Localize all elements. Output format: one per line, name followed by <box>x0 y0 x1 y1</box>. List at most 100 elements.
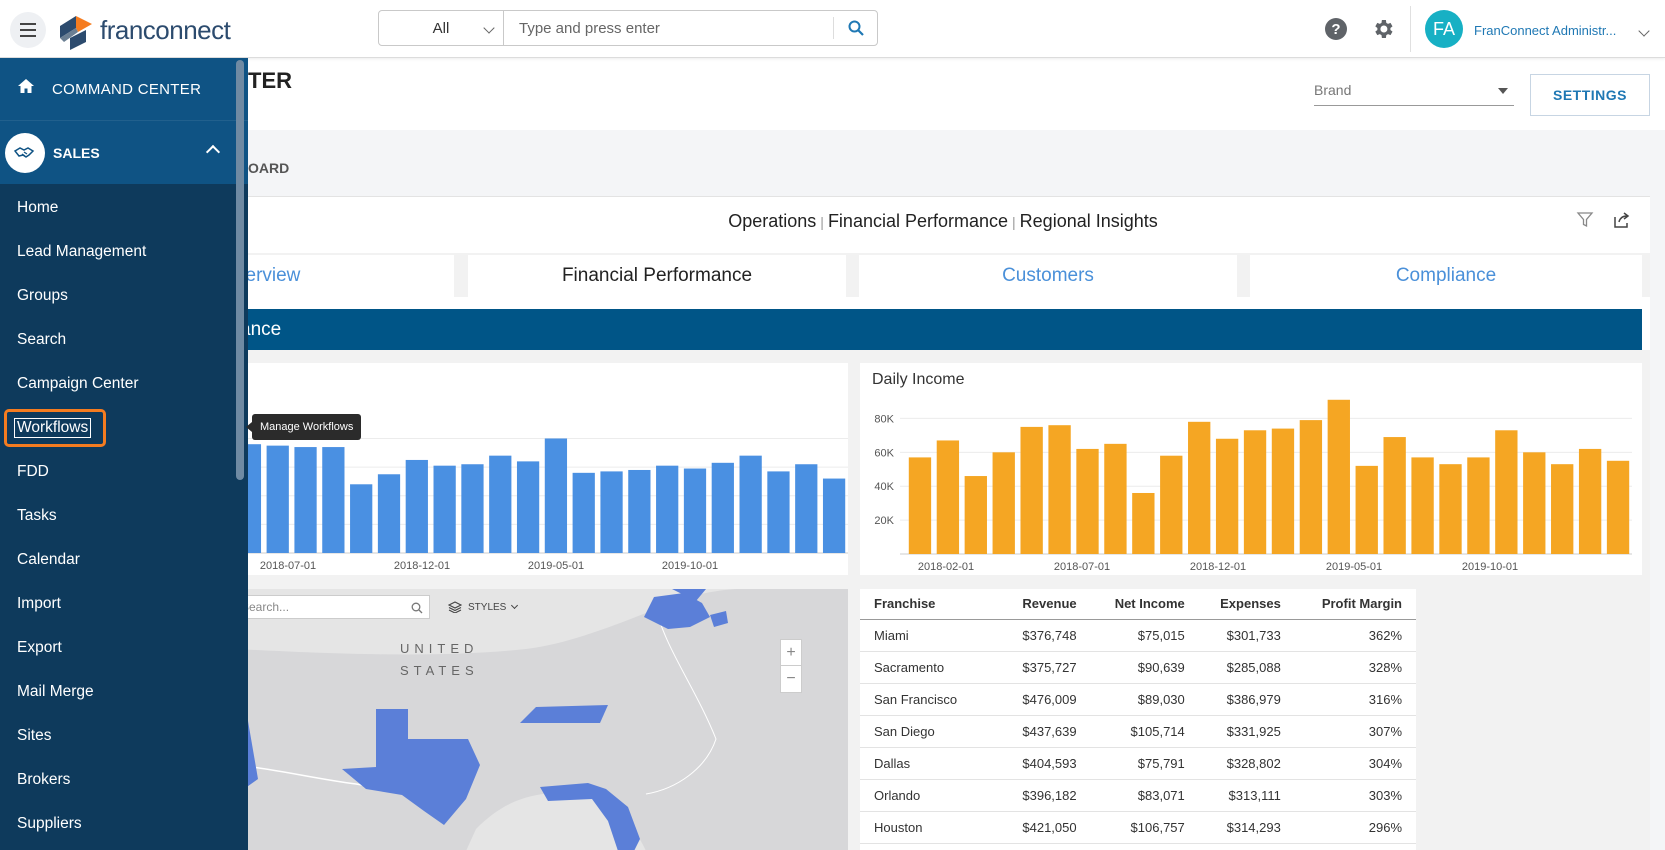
user-name[interactable]: FranConnect Administr... <box>1474 23 1617 38</box>
bar[interactable] <box>711 462 734 553</box>
table-row[interactable]: Sacramento $375,727 $90,639 $285,088 328% <box>860 651 1416 684</box>
search-input[interactable] <box>504 11 833 45</box>
bar[interactable] <box>294 447 317 553</box>
bar[interactable] <box>1551 464 1574 554</box>
table-row[interactable]: Houston $421,050 $106,757 $314,293 296% <box>860 811 1416 844</box>
bar[interactable] <box>683 468 707 553</box>
bar[interactable] <box>322 447 345 553</box>
bar[interactable] <box>1132 492 1155 554</box>
chevron-up-icon[interactable] <box>205 144 221 160</box>
tab-customers[interactable]: Customers <box>859 255 1237 297</box>
sidebar-item-import[interactable]: Import <box>0 582 248 626</box>
tab-financial-performance[interactable]: Financial Performance <box>468 255 846 297</box>
bar[interactable] <box>1327 399 1350 554</box>
sidebar-item-home[interactable]: Home <box>0 186 248 230</box>
table-row[interactable]: San Diego $437,639 $105,714 $331,925 307% <box>860 715 1416 748</box>
dashboard-link-operations[interactable]: Operations <box>728 211 817 231</box>
bar[interactable] <box>1160 455 1183 554</box>
table-row[interactable]: San Francisco $476,009 $89,030 $386,979 316% <box>860 683 1416 716</box>
bar[interactable] <box>1048 425 1071 554</box>
bar[interactable] <box>1467 457 1490 554</box>
dashboard-link-financial-performance[interactable]: Financial Performance <box>827 211 1009 231</box>
bar[interactable] <box>964 476 987 554</box>
bar[interactable] <box>822 478 846 553</box>
bar[interactable] <box>461 464 484 553</box>
bar[interactable] <box>350 484 373 553</box>
filter-icon[interactable] <box>1576 211 1594 229</box>
bar[interactable] <box>1495 430 1518 554</box>
map-styles-button[interactable]: STYLES <box>448 601 519 613</box>
bar[interactable] <box>1523 452 1546 554</box>
sidebar-item-export[interactable]: Export <box>0 626 248 670</box>
bar[interactable] <box>433 465 456 553</box>
sidebar-item-suppliers[interactable]: Suppliers <box>0 802 248 846</box>
bar[interactable] <box>795 464 818 553</box>
avatar[interactable]: FA <box>1425 10 1463 48</box>
sidebar-item-sites[interactable]: Sites <box>0 714 248 758</box>
search-button[interactable] <box>833 17 877 39</box>
table-row[interactable]: Orlando $396,182 $83,071 $313,111 303% <box>860 779 1416 812</box>
column-header[interactable]: Expenses <box>1198 589 1295 620</box>
us-map[interactable] <box>236 589 848 850</box>
sidebar-item-workflows[interactable]: Workflows <box>0 406 248 450</box>
bar[interactable] <box>908 457 932 554</box>
sales-module-header[interactable]: SALES <box>0 120 248 184</box>
tab-overview[interactable]: verview <box>236 255 454 297</box>
tab-compliance[interactable]: Compliance <box>1250 255 1642 297</box>
search-category-select[interactable]: All <box>379 11 504 45</box>
bar[interactable] <box>377 474 401 553</box>
menu-icon[interactable] <box>10 12 46 48</box>
bar[interactable] <box>992 452 1015 554</box>
column-header[interactable]: Net Income <box>1090 589 1199 620</box>
table-row[interactable]: Dallas $404,593 $75,791 $328,802 304% <box>860 747 1416 780</box>
sidebar-item-calendar[interactable]: Calendar <box>0 538 248 582</box>
column-header[interactable]: Profit Margin <box>1294 589 1416 620</box>
bar[interactable] <box>1076 448 1099 554</box>
bar[interactable] <box>600 471 623 553</box>
sidebar-item-groups[interactable]: Groups <box>0 274 248 318</box>
franconnect-logo[interactable]: franconnect <box>56 8 231 52</box>
sidebar-item-campaign-center[interactable]: Campaign Center <box>0 362 248 406</box>
bar[interactable] <box>1215 438 1239 554</box>
command-center-link[interactable]: COMMAND CENTER <box>0 58 248 120</box>
zoom-out-button[interactable]: − <box>786 670 796 687</box>
zoom-in-button[interactable]: + <box>781 640 801 666</box>
bar[interactable] <box>572 472 595 553</box>
bar[interactable] <box>1243 430 1267 554</box>
bar[interactable] <box>266 445 289 553</box>
bar[interactable] <box>1439 464 1462 554</box>
bar[interactable] <box>1411 457 1434 554</box>
sidebar-item-brokers[interactable]: Brokers <box>0 758 248 802</box>
map-search-input[interactable]: Search... <box>236 595 430 619</box>
help-icon[interactable]: ? <box>1325 18 1347 40</box>
bar[interactable] <box>1578 448 1602 554</box>
bar[interactable] <box>628 469 651 553</box>
bar[interactable] <box>1104 443 1127 554</box>
bar[interactable] <box>656 465 679 553</box>
bar[interactable] <box>405 459 428 553</box>
bar[interactable] <box>489 455 512 553</box>
sidebar-scrollbar[interactable] <box>236 60 244 480</box>
bar[interactable] <box>1299 420 1323 554</box>
bar[interactable] <box>1355 465 1378 554</box>
sidebar-item-lead-management[interactable]: Lead Management <box>0 230 248 274</box>
settings-button[interactable]: SETTINGS <box>1530 74 1650 116</box>
gear-icon[interactable] <box>1371 17 1395 41</box>
bar[interactable] <box>1606 460 1630 554</box>
bar[interactable] <box>739 455 762 553</box>
chevron-down-icon[interactable] <box>1638 25 1650 37</box>
sidebar-item-fdd[interactable]: FDD <box>0 450 248 494</box>
bar[interactable] <box>1383 437 1406 554</box>
share-icon[interactable] <box>1612 211 1632 229</box>
map-panel[interactable]: Search... STYLES + − UNITED STATES <box>236 589 848 850</box>
bar[interactable] <box>544 438 568 553</box>
bar[interactable] <box>767 471 790 553</box>
bar[interactable] <box>1020 426 1043 554</box>
bar[interactable] <box>1271 428 1295 554</box>
brand-select[interactable]: Brand <box>1314 78 1514 106</box>
table-row[interactable]: Miami $376,748 $75,015 $301,733 362% <box>860 619 1416 652</box>
sidebar-item-tasks[interactable]: Tasks <box>0 494 248 538</box>
column-header[interactable]: Franchise <box>860 589 1003 620</box>
bar[interactable] <box>516 461 540 553</box>
bar[interactable] <box>936 440 960 554</box>
